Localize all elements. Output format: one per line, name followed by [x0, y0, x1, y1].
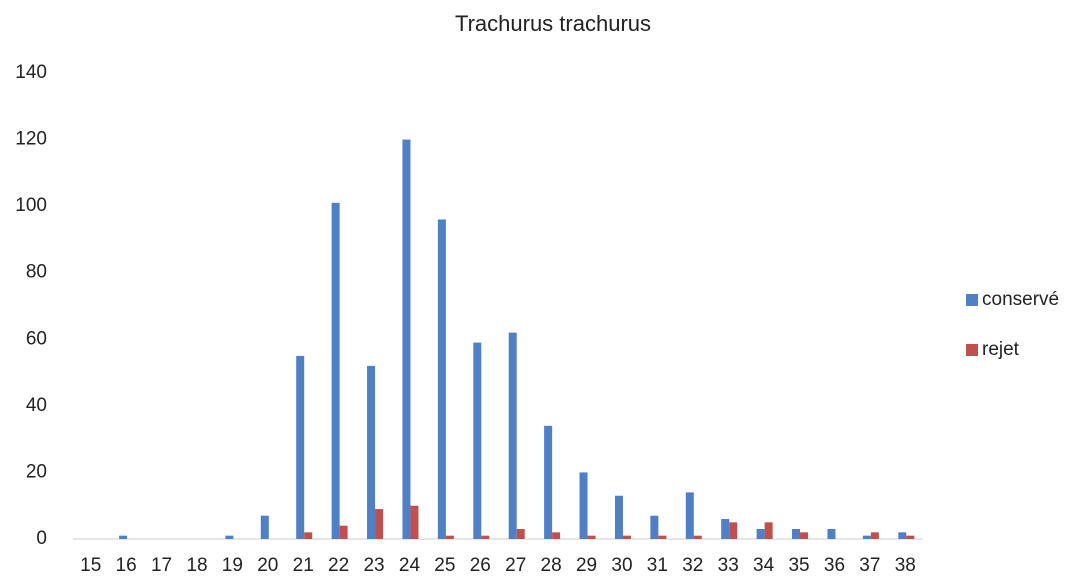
x-tick-label: 36 [824, 555, 845, 576]
x-tick-label: 25 [434, 555, 455, 576]
bar [304, 532, 313, 539]
bar [260, 515, 269, 539]
x-tick-label: 18 [186, 555, 207, 576]
x-tick-label: 33 [718, 555, 739, 576]
legend-label: rejet [982, 339, 1020, 360]
x-tick-label: 15 [80, 555, 101, 576]
bar [579, 472, 588, 539]
x-tick-label: 17 [151, 555, 172, 576]
bar [827, 529, 836, 539]
bar [544, 425, 553, 539]
bar [552, 532, 561, 539]
x-tick-label: 28 [541, 555, 562, 576]
bar [658, 535, 667, 539]
legend-swatch [966, 294, 978, 306]
bar [225, 535, 234, 539]
x-tick-label: 27 [505, 555, 526, 576]
bar [622, 535, 631, 539]
bar [587, 535, 596, 539]
y-tick-label: 40 [26, 395, 47, 416]
y-tick-label: 80 [26, 262, 47, 283]
bar [473, 342, 482, 539]
y-tick-label: 120 [15, 129, 47, 150]
bar [756, 529, 765, 539]
bar [898, 532, 907, 539]
x-tick-label: 29 [576, 555, 597, 576]
bar [721, 519, 730, 539]
x-tick-label: 23 [363, 555, 384, 576]
x-tick-label: 35 [788, 555, 809, 576]
y-tick-label: 0 [36, 528, 47, 549]
bar [119, 535, 128, 539]
bar [516, 529, 525, 539]
bar [331, 202, 340, 540]
x-tick-label: 20 [257, 555, 278, 576]
bar [410, 505, 419, 539]
bar [445, 535, 454, 539]
x-tick-label: 37 [859, 555, 880, 576]
bar [800, 532, 809, 539]
bar [693, 535, 702, 539]
legend-swatch [966, 344, 978, 356]
chart-title: Trachurus trachurus [455, 11, 651, 36]
bar [437, 219, 446, 539]
x-tick-label: 26 [470, 555, 491, 576]
bar [367, 365, 376, 539]
x-tick-label: 24 [399, 555, 421, 576]
bar [296, 355, 305, 539]
bar [339, 525, 348, 539]
y-tick-label: 100 [15, 195, 47, 216]
x-tick-label: 16 [116, 555, 137, 576]
bar [375, 509, 384, 539]
bar [508, 332, 517, 539]
bar [481, 535, 490, 539]
bar [870, 532, 879, 539]
x-tick-label: 34 [753, 555, 775, 576]
bar [685, 492, 694, 539]
x-tick-label: 21 [293, 555, 314, 576]
legend-label: conservé [982, 289, 1059, 310]
bar [862, 535, 871, 539]
bar [764, 522, 773, 539]
x-tick-label: 38 [895, 555, 916, 576]
x-tick-label: 32 [682, 555, 703, 576]
bar [650, 515, 659, 539]
x-tick-label: 31 [647, 555, 668, 576]
bar [792, 529, 801, 539]
bar [729, 522, 738, 539]
y-tick-label: 60 [26, 328, 47, 349]
y-tick-label: 140 [15, 62, 47, 83]
bar [906, 535, 915, 539]
bar [614, 495, 623, 539]
x-tick-label: 22 [328, 555, 349, 576]
x-tick-label: 19 [222, 555, 243, 576]
y-tick-label: 20 [26, 461, 47, 482]
x-tick-label: 30 [611, 555, 632, 576]
bar [402, 139, 411, 540]
